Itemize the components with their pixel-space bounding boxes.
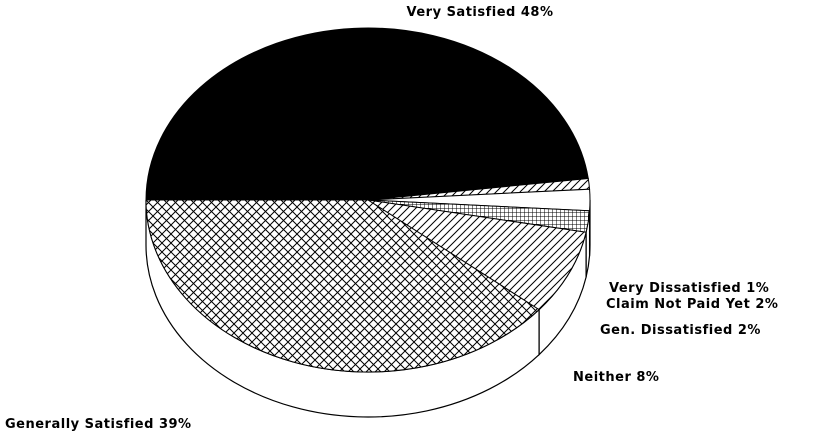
slice (145, 199, 540, 373)
value-label: 2% (755, 297, 778, 312)
category-label: Claim Not Paid Yet (606, 297, 750, 312)
slice-label: Claim Not Paid Yet 2% (606, 297, 778, 312)
value-label: 2% (738, 323, 761, 338)
value-label: 1% (746, 281, 769, 296)
category-label: Very Dissatisfied (609, 281, 741, 296)
slice-label: Very Dissatisfied 1% (609, 281, 769, 296)
slice-label: Gen. Dissatisfied 2% (600, 323, 761, 338)
value-label: 8% (636, 370, 659, 385)
category-label: Gen. Dissatisfied (600, 323, 733, 338)
slice-label: Neither 8% (573, 370, 659, 385)
value-label: 39% (159, 417, 192, 432)
slice (367, 199, 587, 311)
category-label: Very Satisfied (406, 5, 515, 20)
category-label: Neither (573, 370, 631, 385)
slice-label: Very Satisfied 48% (406, 5, 553, 20)
category-label: Generally Satisfied (5, 417, 154, 432)
slice (145, 27, 589, 201)
value-label: 48% (521, 5, 554, 20)
slice-label: Generally Satisfied 39% (5, 417, 192, 432)
